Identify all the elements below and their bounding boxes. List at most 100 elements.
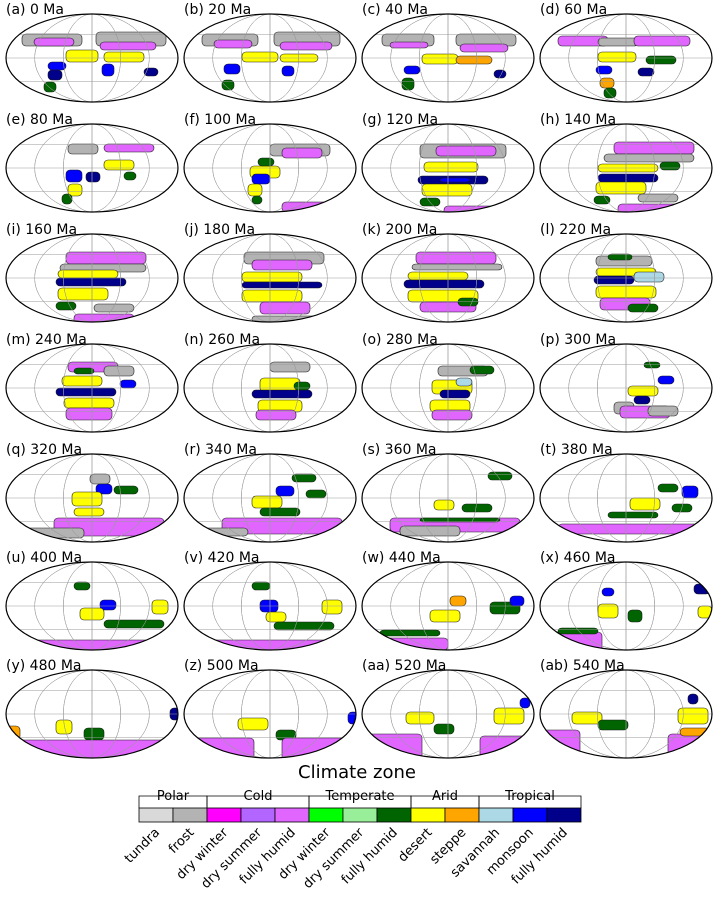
land-climate-patch	[237, 717, 269, 731]
map-outline	[183, 669, 357, 759]
colorbar-swatch	[376, 807, 412, 823]
map-outline	[361, 233, 535, 323]
map-panel: (o) 280 Ma	[360, 332, 538, 440]
map-panel: (q) 320 Ma	[4, 442, 182, 550]
land-climate-patch	[291, 473, 317, 483]
panel-label: (s) 360 Ma	[362, 442, 437, 458]
map-robinson-projection	[183, 561, 357, 651]
land-climate-patch	[603, 153, 695, 163]
map-panel: (h) 140 Ma	[538, 112, 714, 220]
legend-group-label: Cold	[243, 789, 273, 804]
land-climate-patch	[487, 471, 513, 481]
map-outline	[5, 669, 179, 759]
panel-label: (k) 200 Ma	[362, 222, 438, 238]
land-climate-patch	[103, 159, 135, 171]
map-outline	[361, 13, 535, 103]
legend-title: Climate zone	[298, 762, 416, 783]
panel-label: (e) 80 Ma	[6, 112, 73, 128]
panel-label: (p) 300 Ma	[540, 332, 617, 348]
map-panel: (i) 160 Ma	[4, 222, 182, 330]
map-panel: (t) 380 Ma	[538, 442, 714, 550]
panel-label: (w) 440 Ma	[362, 550, 441, 566]
map-panel: (ab) 540 Ma	[538, 658, 714, 766]
land-climate-patch	[647, 405, 679, 417]
legend-group-label: Arid	[431, 789, 459, 804]
map-robinson-projection	[361, 669, 535, 759]
map-panel: (k) 200 Ma	[360, 222, 538, 330]
land-climate-patch	[67, 183, 83, 197]
map-robinson-projection	[5, 561, 179, 651]
colorbar-swatch	[512, 807, 548, 823]
map-outline	[183, 343, 357, 433]
group-bracket	[206, 795, 310, 808]
land-climate-patch	[47, 69, 63, 81]
colorbar-swatch	[138, 807, 174, 823]
land-climate-patch	[73, 507, 105, 517]
map-robinson-projection	[361, 453, 535, 543]
land-climate-patch	[439, 389, 471, 399]
land-climate-patch	[633, 35, 691, 47]
colorbar-swatch	[308, 807, 344, 823]
land-climate-patch	[455, 377, 473, 387]
land-climate-patch	[241, 51, 279, 63]
panel-label: (t) 380 Ma	[540, 442, 613, 458]
group-bracket	[478, 795, 582, 808]
map-robinson-projection	[5, 669, 179, 759]
panel-label: (c) 40 Ma	[362, 2, 428, 18]
map-robinson-projection	[361, 343, 535, 433]
land-climate-patch	[99, 599, 117, 611]
map-panel: (m) 240 Ma	[4, 332, 182, 440]
map-robinson-projection	[539, 669, 713, 759]
map-outline	[5, 13, 179, 103]
panel-label: (o) 280 Ma	[362, 332, 438, 348]
panel-label: (aa) 520 Ma	[362, 658, 447, 674]
land-climate-patch	[61, 193, 73, 205]
map-panel: (u) 400 Ma	[4, 550, 182, 658]
colorbar-swatch	[342, 807, 378, 823]
map-outline	[183, 233, 357, 323]
group-bracket	[308, 795, 412, 808]
map-panel: (g) 120 Ma	[360, 112, 538, 220]
land-climate-patch	[571, 711, 603, 725]
map-panel: (a) 0 Ma	[4, 2, 182, 110]
land-climate-patch	[33, 37, 75, 47]
panel-label: (q) 320 Ma	[6, 442, 83, 458]
map-panel: (y) 480 Ma	[4, 658, 182, 766]
land-climate-patch	[95, 483, 113, 495]
land-climate-patch	[103, 365, 135, 377]
land-climate-patch	[71, 491, 103, 507]
land-climate-patch	[643, 361, 661, 369]
map-outline	[361, 343, 535, 433]
group-bracket	[138, 795, 208, 808]
land-climate-patch	[403, 279, 485, 289]
land-climate-patch	[281, 147, 323, 159]
land-climate-patch	[677, 707, 709, 725]
land-climate-patch	[123, 171, 137, 181]
map-panel: (l) 220 Ma	[538, 222, 714, 330]
map-outline	[361, 123, 535, 213]
map-panel: (b) 20 Ma	[182, 2, 360, 110]
land-climate-patch	[519, 697, 531, 709]
land-climate-patch	[657, 375, 675, 385]
land-climate-patch	[435, 145, 497, 157]
land-climate-patch	[593, 195, 611, 205]
map-outline	[539, 233, 713, 323]
map-outline	[5, 561, 179, 651]
land-climate-patch	[627, 609, 643, 623]
land-climate-patch	[241, 281, 323, 289]
land-climate-patch	[603, 87, 617, 99]
map-robinson-projection	[183, 13, 357, 103]
land-climate-patch	[281, 65, 295, 77]
map-robinson-projection	[183, 669, 357, 759]
legend-group-label: Temperate	[325, 789, 395, 804]
land-climate-patch	[595, 181, 647, 195]
land-climate-patch	[597, 51, 637, 63]
panel-label: (b) 20 Ma	[184, 2, 252, 18]
map-panel: (x) 460 Ma	[538, 550, 714, 658]
land-climate-patch	[265, 611, 287, 623]
land-climate-patch	[687, 693, 699, 705]
land-climate-patch	[223, 63, 241, 75]
map-outline	[183, 453, 357, 543]
map-panel: (d) 60 Ma	[538, 2, 714, 110]
colorbar-swatch	[546, 807, 582, 823]
